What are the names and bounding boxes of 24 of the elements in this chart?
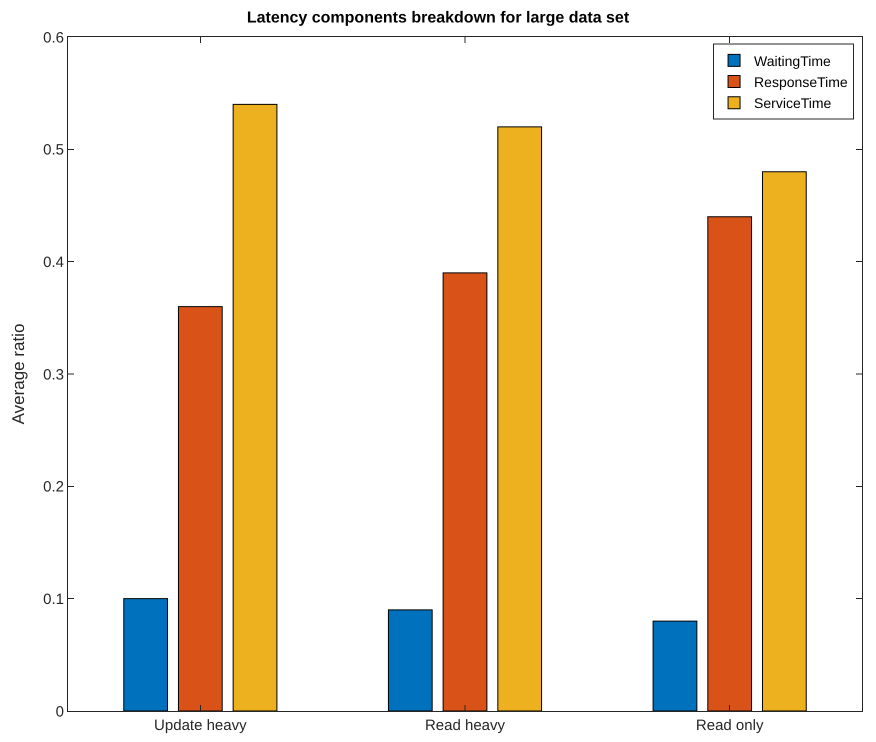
y-tick-label: 0.6 — [43, 29, 64, 46]
legend-label: ServiceTime — [754, 95, 832, 112]
x-tick-label: Read only — [696, 717, 764, 734]
bar — [232, 104, 278, 711]
bar — [178, 306, 223, 711]
bar — [707, 216, 752, 711]
bar — [442, 272, 488, 711]
y-axis-title: Average ratio — [9, 324, 28, 424]
x-tick-label: Update heavy — [154, 717, 248, 734]
chart-title: Latency components breakdown for large data set — [246, 9, 630, 26]
y-tick-label: 0.5 — [43, 142, 64, 159]
y-tick-label: 0 — [56, 703, 64, 720]
bar — [652, 620, 698, 711]
bar — [388, 609, 433, 711]
y-tick-label: 0.4 — [43, 254, 64, 271]
y-tick-label: 0.3 — [43, 366, 64, 384]
bar — [497, 126, 542, 711]
y-tick-label: 0.2 — [43, 478, 64, 496]
legend-label: ResponseTime — [754, 74, 848, 90]
bar — [762, 171, 807, 711]
x-tick-label: Read heavy — [424, 717, 506, 734]
bar — [123, 598, 168, 711]
legend-label: WaitingTime — [754, 52, 832, 69]
y-tick-label: 0.1 — [43, 590, 64, 608]
